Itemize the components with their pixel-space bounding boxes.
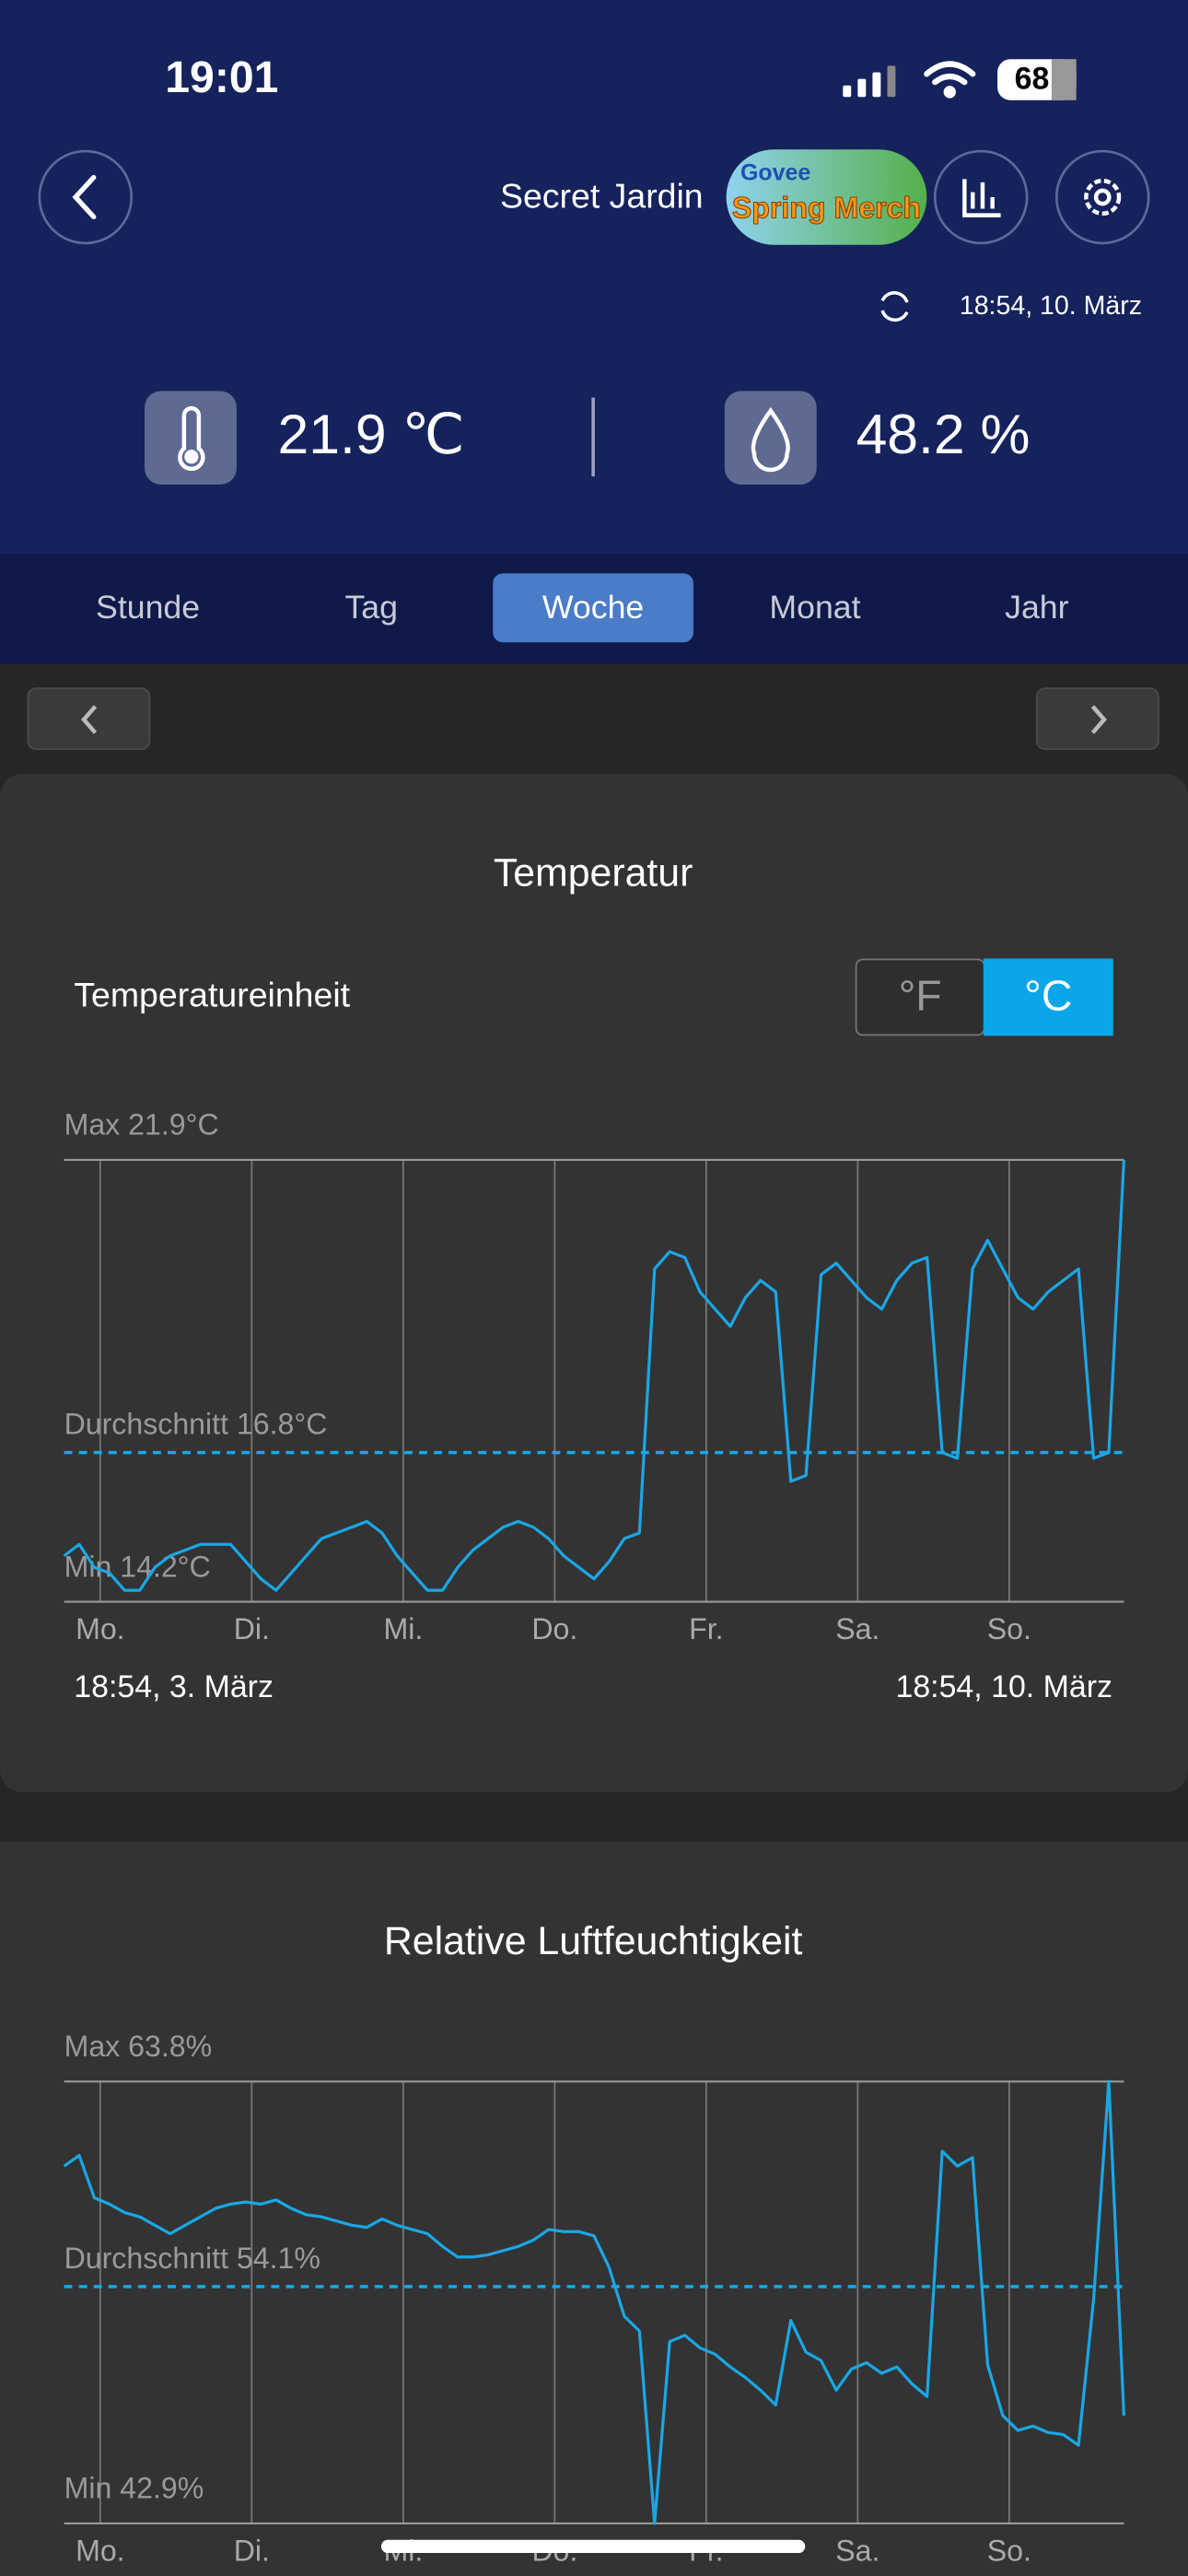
- x-tick-label: Di.: [234, 1612, 270, 1645]
- signal-icon: [843, 65, 896, 98]
- humidity-icon: [751, 406, 790, 473]
- tab[interactable]: Jahr: [1005, 589, 1069, 626]
- previous-period-button[interactable]: [27, 687, 151, 751]
- date-range-label: 18:54, 3. März: [74, 1669, 274, 1704]
- x-tick-label: Mi.: [383, 1612, 423, 1645]
- unit-option-bg[interactable]: [983, 958, 1113, 1036]
- battery-level: 68: [1015, 61, 1050, 96]
- x-tick-label: Fr.: [689, 1612, 723, 1645]
- tabs: Stunde Tag Woche Monat Jahr: [96, 573, 1069, 643]
- home-indicator: [380, 2539, 806, 2554]
- tab[interactable]: Tag: [344, 589, 398, 626]
- charts: Temperatur Mo. Di. Mi. Do. Fr. Sa. So. Max 21.9°…: [63, 851, 1126, 2568]
- current-temperature: 21.9 ℃: [278, 403, 465, 465]
- device-name: Secret Jardin: [500, 177, 704, 216]
- current-humidity: 48.2 %: [856, 403, 1031, 465]
- thermometer-icon: [178, 405, 205, 471]
- x-tick-label: Di.: [234, 2535, 270, 2568]
- unit-switch: °F °C: [855, 958, 1113, 1036]
- chart-title: Temperatur: [494, 851, 693, 896]
- tab[interactable]: Woche: [542, 589, 644, 626]
- badge-brand: Govee: [740, 160, 810, 186]
- status-time: 19:01: [165, 53, 278, 102]
- humidity-icon-bg: [724, 391, 817, 486]
- tab-selected-bg: [493, 573, 693, 643]
- x-tick-label: Mo.: [76, 2535, 125, 2568]
- y-tick-label: Max 21.9°C: [64, 1108, 219, 1142]
- data-line: [63, 2079, 1126, 2525]
- x-tick-label: Sa.: [835, 1612, 879, 1645]
- unit-option[interactable]: °C: [1024, 971, 1072, 1019]
- last-sync: 18:54, 10. März: [960, 291, 1142, 321]
- x-tick-label: Do.: [531, 1612, 577, 1645]
- promo-badge[interactable]: Govee Spring Merch: [726, 149, 927, 245]
- x-tick-label: So.: [987, 1612, 1031, 1645]
- y-tick-label: Min 42.9%: [64, 2472, 204, 2505]
- tab[interactable]: Monat: [769, 589, 860, 626]
- date-range-label: 18:54, 10. März: [895, 1669, 1112, 1704]
- battery-empty: [1051, 59, 1077, 100]
- next-period-button[interactable]: [1035, 687, 1159, 751]
- wifi-icon: [924, 61, 976, 99]
- humidity-card: [0, 1841, 1188, 2576]
- y-tick-label: Min 14.2°C: [64, 1550, 211, 1583]
- average-label: Durchschnitt 16.8°C: [64, 1408, 328, 1441]
- settings-button[interactable]: [1054, 149, 1150, 245]
- chart-title: Relative Luftfeuchtigkeit: [384, 1919, 803, 1963]
- stats-button[interactable]: [933, 149, 1029, 245]
- unit-option[interactable]: °F: [899, 971, 942, 1019]
- thermometer-icon-bg: [145, 391, 237, 486]
- back-button[interactable]: [38, 149, 134, 245]
- y-tick-label: Max 63.8%: [64, 2030, 213, 2063]
- x-tick-label: So.: [987, 2535, 1031, 2568]
- sync-icon: [880, 291, 909, 322]
- x-tick-label: Mo.: [76, 1612, 125, 1645]
- data-line: [63, 1159, 1126, 1592]
- tab[interactable]: Stunde: [96, 589, 200, 626]
- average-label: Durchschnitt 54.1%: [64, 2242, 320, 2275]
- x-tick-label: Sa.: [835, 2535, 879, 2568]
- unit-label: Temperatureinheit: [74, 975, 350, 1013]
- badge-text: Spring Merch: [732, 192, 921, 225]
